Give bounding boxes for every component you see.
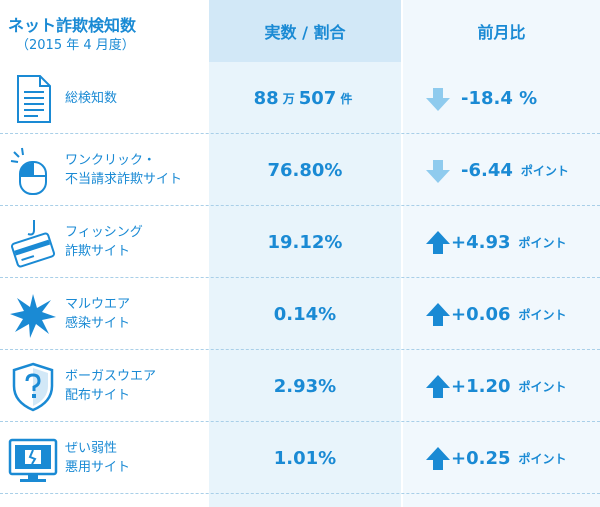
row-value: 19.12%: [267, 231, 343, 253]
row-label: ボーガスウエア 配布サイト: [65, 350, 205, 422]
down-arrow-icon: [426, 88, 450, 111]
change-unit: ポイント: [518, 451, 567, 466]
question-shield-icon: [12, 362, 54, 412]
change-value: +1.20 ポイント: [451, 350, 567, 422]
row-label: ワンクリック・ 不当請求詐欺サイト: [65, 134, 205, 206]
row-divider: [0, 421, 600, 422]
row-label-line1: ワンクリック・: [65, 153, 156, 168]
document-icon: [17, 75, 51, 123]
malware-burst-icon: [10, 294, 56, 338]
change-unit: ポイント: [518, 235, 567, 250]
row-divider: [0, 277, 600, 278]
row-value: 2.93%: [273, 375, 337, 397]
up-arrow-icon: [426, 447, 450, 470]
row-value: 1.01%: [273, 447, 337, 469]
table-row: ボーガスウエア 配布サイト 2.93% +1.20 ポイント: [0, 350, 600, 422]
change-number: +1.20: [451, 375, 511, 397]
up-arrow-icon: [426, 231, 450, 254]
row-value: 0.14%: [273, 303, 337, 325]
up-arrow-icon: [426, 375, 450, 398]
change-value: -18.4 %: [461, 62, 537, 134]
row-value: 76.80%: [267, 159, 343, 181]
row-label: 総検知数: [65, 62, 205, 134]
row-divider: [0, 493, 600, 494]
change-value: -6.44 ポイント: [461, 134, 569, 206]
row-label: ぜい弱性 悪用サイト: [65, 422, 205, 494]
row-label: マルウエア 感染サイト: [65, 278, 205, 350]
broken-screen-icon: [8, 438, 58, 482]
change-value: +4.93 ポイント: [451, 206, 567, 278]
table-row: フィッシング 詐欺サイト 19.12% +4.93 ポイント: [0, 206, 600, 278]
row-label: フィッシング 詐欺サイト: [65, 206, 205, 278]
change-value: +0.25 ポイント: [451, 422, 567, 494]
row-change: +0.06 ポイント: [403, 278, 600, 350]
change-unit: ポイント: [520, 163, 569, 178]
row-divider: [0, 133, 600, 134]
down-arrow-icon: [426, 160, 450, 183]
value-unit-1: 万: [282, 91, 295, 106]
change-unit: ポイント: [518, 307, 567, 322]
row-label-line1: フィッシング: [65, 225, 143, 240]
up-arrow-icon: [426, 303, 450, 326]
row-label-line2: 悪用サイト: [65, 460, 131, 475]
change-number: +0.06: [451, 303, 511, 325]
row-label-line2: 感染サイト: [65, 316, 131, 331]
change-number: -18.4 %: [461, 87, 538, 109]
row-label-line2: 配布サイト: [65, 388, 131, 403]
table-row: ワンクリック・ 不当請求詐欺サイト 76.80% -6.44 ポイント: [0, 134, 600, 206]
row-label-line1: 総検知数: [65, 90, 118, 106]
row-change: +4.93 ポイント: [403, 206, 600, 278]
change-column-header: 前月比: [477, 23, 526, 42]
row-change: -18.4 %: [403, 62, 600, 134]
table-row: 総検知数 88 万 507 件 -18.4 %: [0, 62, 600, 134]
row-divider: [0, 205, 600, 206]
row-change: +1.20 ポイント: [403, 350, 600, 422]
row-label-line1: マルウエア: [65, 297, 131, 312]
row-label-line2: 詐欺サイト: [65, 244, 131, 259]
table-title-header: ネット詐欺検知数 （2015 年 4 月度）: [0, 0, 207, 62]
change-number: -6.44: [461, 159, 513, 181]
table-row: ぜい弱性 悪用サイト 1.01% +0.25 ポイント: [0, 422, 600, 494]
row-label-line2: 不当請求詐欺サイト: [65, 172, 183, 187]
table-subtitle: （2015 年 4 月度）: [16, 38, 135, 53]
change-unit: ポイント: [518, 379, 567, 394]
row-label-line1: ぜい弱性: [65, 441, 118, 456]
table-title: ネット詐欺検知数: [8, 16, 137, 35]
row-value: 88 万 507 件: [209, 62, 401, 134]
change-number: +0.25: [451, 447, 511, 469]
value-column-bg: [209, 0, 401, 507]
change-value: +0.06 ポイント: [451, 278, 567, 350]
mouse-click-icon: [10, 147, 47, 195]
row-change: +0.25 ポイント: [403, 422, 600, 494]
value-number-1: 88: [253, 87, 279, 109]
change-number: +4.93: [451, 231, 511, 253]
credit-card-hook-icon: [11, 220, 55, 268]
row-divider: [0, 349, 600, 350]
value-column-header: 実数 / 割合: [264, 23, 346, 42]
value-number-2: 507: [298, 87, 337, 109]
row-change: -6.44 ポイント: [403, 134, 600, 206]
table-row: マルウエア 感染サイト 0.14% +0.06 ポイント: [0, 278, 600, 350]
value-unit-2: 件: [340, 91, 353, 106]
row-label-line1: ボーガスウエア: [65, 369, 157, 384]
